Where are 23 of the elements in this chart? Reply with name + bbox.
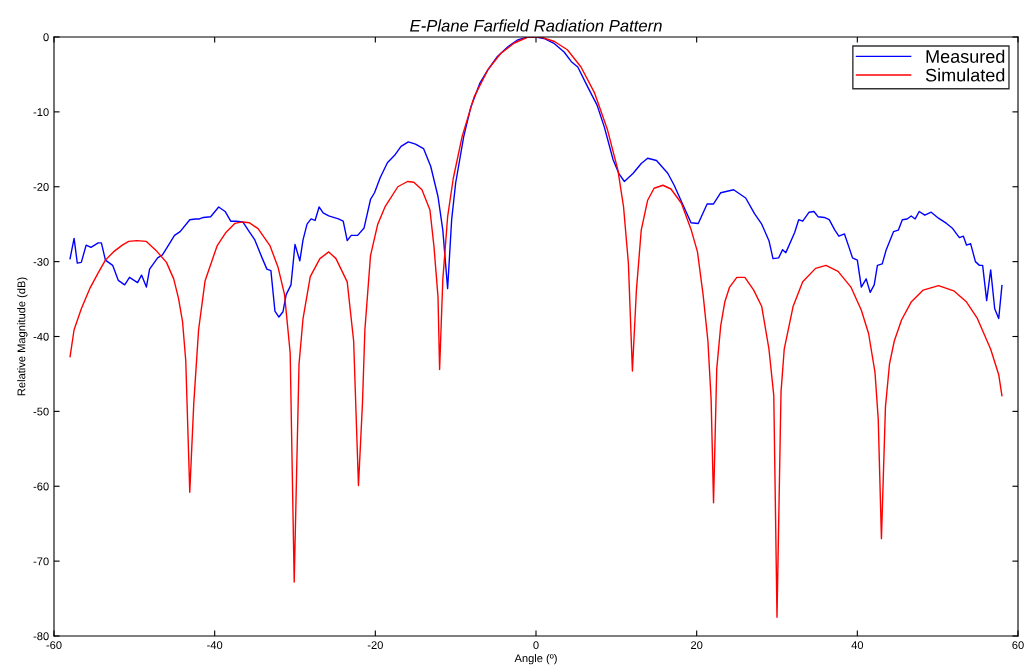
y-tick-label: -70 bbox=[33, 557, 49, 566]
x-tick-label: 40 bbox=[851, 641, 864, 650]
x-tick-label: -60 bbox=[46, 641, 62, 650]
x-tick-label: 60 bbox=[1012, 641, 1024, 650]
x-axis-title: Angle (º) bbox=[514, 654, 557, 665]
legend-label: Simulated bbox=[925, 68, 1005, 82]
chart-title: E-Plane Farfield Radiation Pattern bbox=[410, 19, 662, 32]
y-tick-label: -60 bbox=[33, 482, 49, 491]
x-tick-label: -20 bbox=[367, 641, 383, 650]
line-series bbox=[69, 37, 1003, 320]
y-axis-title: Relative Magnitude (dB) bbox=[17, 277, 28, 396]
y-tick-label: -80 bbox=[33, 632, 49, 641]
y-tick-label: -10 bbox=[33, 108, 49, 117]
y-tick-label: -30 bbox=[33, 257, 49, 266]
line-series bbox=[69, 37, 1003, 618]
y-tick-label: -20 bbox=[33, 183, 49, 191]
x-tick-label: 0 bbox=[533, 641, 539, 650]
legend-label: Measured bbox=[926, 49, 1005, 63]
x-tick-label: 20 bbox=[691, 641, 703, 650]
y-tick-label: -40 bbox=[33, 332, 49, 341]
y-tick-label: -50 bbox=[33, 407, 49, 416]
y-tick-label: 0 bbox=[43, 33, 49, 42]
x-tick-label: -40 bbox=[207, 641, 223, 650]
